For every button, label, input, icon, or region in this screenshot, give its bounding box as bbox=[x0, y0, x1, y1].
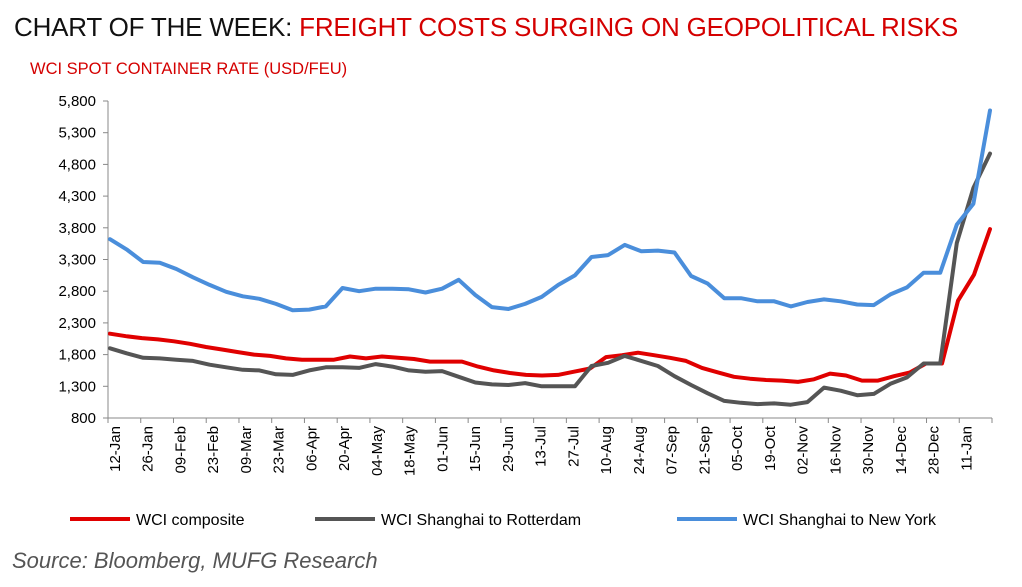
x-tick-label: 28-Dec bbox=[926, 426, 943, 475]
x-tick-label: 21-Sep bbox=[696, 426, 713, 474]
x-tick-label: 10-Aug bbox=[598, 426, 615, 474]
y-tick-label: 2,800 bbox=[58, 283, 96, 300]
x-tick-label: 26-Jan bbox=[140, 426, 157, 472]
x-tick-label: 15-Jun bbox=[467, 426, 484, 472]
series-line-0 bbox=[108, 227, 992, 384]
x-tick-label: 13-Jul bbox=[533, 426, 550, 467]
x-tick-label: 02-Nov bbox=[795, 426, 812, 475]
x-tick-label: 29-Jun bbox=[500, 426, 517, 472]
x-tick-label: 23-Feb bbox=[205, 426, 222, 474]
y-tick-label: 2,300 bbox=[58, 315, 96, 332]
y-tick-label: 1,800 bbox=[58, 347, 96, 364]
x-tick-label: 23-Mar bbox=[271, 426, 288, 474]
x-tick-label: 24-Aug bbox=[631, 426, 648, 474]
title-prefix: CHART OF THE WEEK: bbox=[14, 12, 300, 42]
x-tick-label: 07-Sep bbox=[664, 426, 681, 474]
x-tick-label: 06-Apr bbox=[303, 426, 320, 471]
x-tick-label: 04-May bbox=[369, 426, 386, 477]
y-tick-label: 800 bbox=[71, 410, 96, 427]
y-tick-label: 3,800 bbox=[58, 220, 96, 237]
x-tick-label: 30-Nov bbox=[860, 426, 877, 475]
source-note: Source: Bloomberg, MUFG Research bbox=[12, 548, 378, 573]
legend-label-1: WCI Shanghai to Rotterdam bbox=[381, 512, 581, 529]
x-tick-label: 05-Oct bbox=[729, 425, 746, 471]
x-tick-label: 19-Oct bbox=[762, 425, 779, 471]
x-tick-label: 20-Apr bbox=[336, 426, 353, 471]
y-tick-label: 1,300 bbox=[58, 378, 96, 395]
x-tick-label: 09-Feb bbox=[172, 426, 189, 474]
legend-label-0: WCI composite bbox=[136, 512, 245, 529]
y-tick-label: 5,800 bbox=[58, 93, 96, 110]
legend-label-2: WCI Shanghai to New York bbox=[743, 512, 937, 529]
x-tick-label: 12-Jan bbox=[107, 426, 124, 472]
y-tick-label: 4,800 bbox=[58, 156, 96, 173]
x-tick-label: 11-Jan bbox=[958, 426, 975, 471]
x-tick-label: 09-Mar bbox=[238, 426, 255, 474]
series-line-2 bbox=[108, 108, 992, 313]
y-tick-label: 3,300 bbox=[58, 252, 96, 269]
chart-subtitle: WCI SPOT CONTAINER RATE (USD/FEU) bbox=[30, 60, 348, 78]
x-tick-label: 01-Jun bbox=[434, 426, 451, 472]
chart-title: CHART OF THE WEEK: FREIGHT COSTS SURGING… bbox=[14, 12, 958, 43]
x-tick-label: 16-Nov bbox=[827, 426, 844, 475]
x-tick-label: 18-May bbox=[402, 426, 419, 477]
title-highlight: FREIGHT COSTS SURGING ON GEOPOLITICAL RI… bbox=[299, 12, 958, 42]
x-tick-label: 27-Jul bbox=[565, 426, 582, 467]
y-tick-label: 4,300 bbox=[58, 188, 96, 205]
x-tick-label: 14-Dec bbox=[893, 426, 910, 475]
series-line-1 bbox=[108, 151, 992, 407]
y-tick-label: 5,300 bbox=[58, 125, 96, 142]
